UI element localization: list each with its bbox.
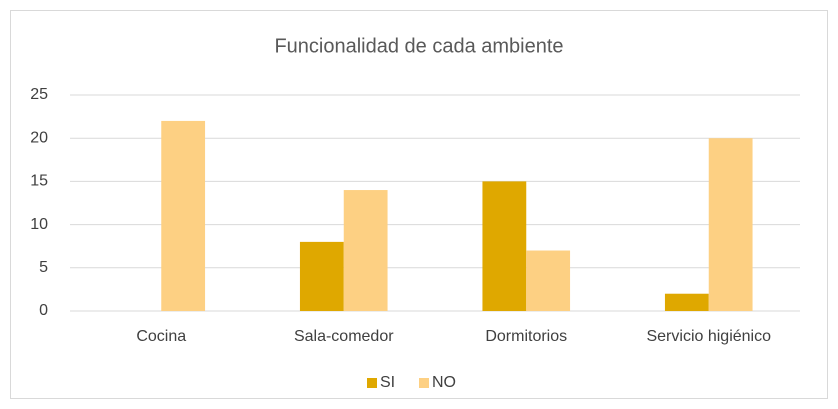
bar [664, 293, 709, 311]
x-tick-label: Cocina [136, 328, 186, 345]
bar [299, 241, 344, 311]
chart-border [10, 10, 828, 399]
bar [161, 120, 206, 311]
y-tick-label: 0 [39, 302, 48, 319]
chart-title: Funcionalidad de cada ambiente [274, 35, 563, 57]
bar [482, 181, 527, 311]
y-tick-label: 15 [30, 173, 48, 190]
x-tick-label: Sala-comedor [294, 328, 394, 345]
x-tick-label: Dormitorios [485, 328, 567, 345]
bar [343, 190, 388, 311]
y-tick-label: 25 [30, 86, 48, 103]
legend-swatch [367, 378, 377, 388]
legend-label: SI [380, 374, 395, 391]
legend-label: NO [432, 374, 456, 391]
bar [708, 138, 753, 311]
legend-swatch [419, 378, 429, 388]
y-tick-label: 5 [39, 259, 48, 276]
x-tick-label: Servicio higiénico [646, 328, 771, 345]
y-tick-label: 10 [30, 216, 48, 233]
bar [526, 250, 571, 311]
y-tick-label: 20 [30, 129, 48, 146]
